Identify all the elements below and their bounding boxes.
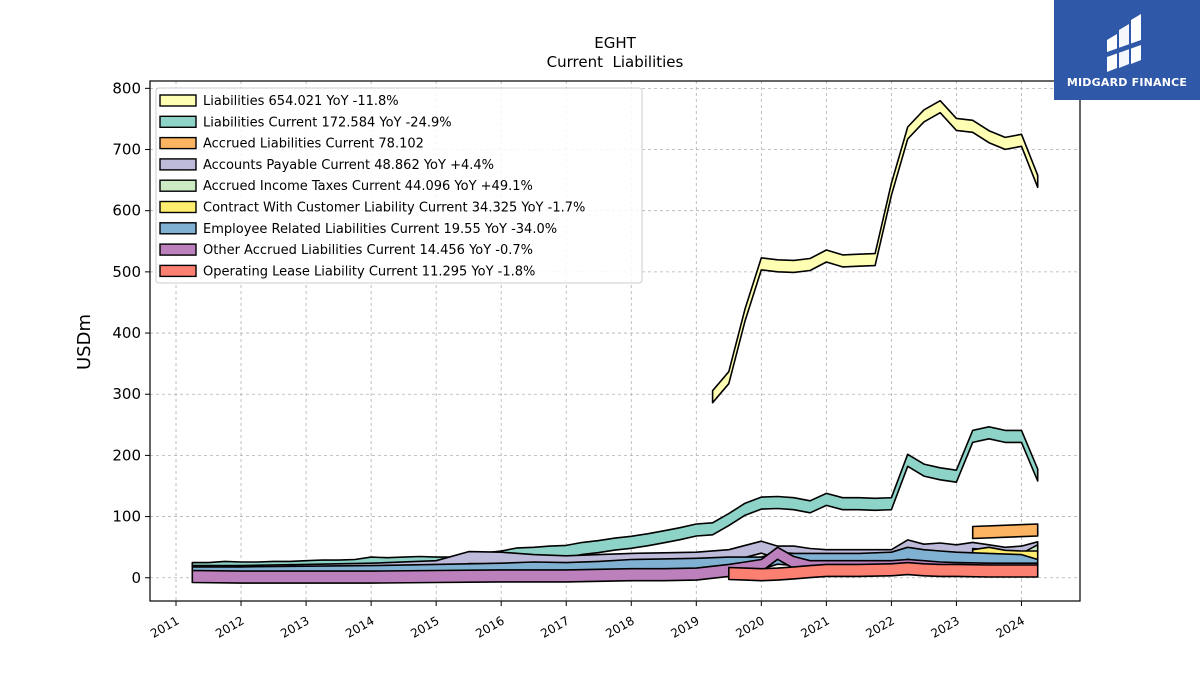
y-tick-label: 600 — [112, 202, 141, 220]
x-tick-label: 2020 — [733, 613, 766, 640]
x-tick-label: 2021 — [798, 613, 831, 640]
legend-swatch — [159, 243, 197, 256]
y-tick-label: 0 — [131, 569, 141, 587]
x-tick-label: 2013 — [278, 613, 311, 640]
legend-swatch — [159, 264, 197, 278]
legend-box — [155, 87, 643, 284]
chart-subtitle: Current Liabilities — [547, 53, 684, 71]
x-tick-label: 2017 — [538, 613, 571, 640]
brand-logo: MIDGARD FINANCE — [1054, 0, 1200, 100]
series-areas — [191, 99, 1039, 584]
legend-entry: Operating Lease Liability Current 11.295… — [203, 264, 535, 279]
y-axis-label: USDm — [74, 314, 95, 370]
legend-swatch — [159, 115, 197, 129]
y-tick-label: 500 — [112, 263, 141, 281]
y-tick-label: 800 — [112, 79, 141, 97]
plot-frame — [149, 80, 1081, 602]
x-tick-label: 2015 — [408, 613, 441, 640]
legend-swatch — [159, 94, 197, 107]
legend-entry: Accrued Liabilities Current 78.102 — [203, 137, 424, 152]
y-tick-label: 700 — [112, 141, 141, 159]
legend-entry: Contract With Customer Liability Current… — [203, 201, 585, 216]
legend-swatch — [159, 158, 197, 171]
x-tick-label: 2024 — [994, 613, 1027, 640]
y-tick-label: 200 — [112, 446, 141, 464]
x-tick-label: 2022 — [863, 613, 896, 640]
legend-entry: Accrued Income Taxes Current 44.096 YoY … — [203, 179, 533, 194]
x-tick-label: 2011 — [148, 613, 181, 640]
chart-title: EGHT — [594, 34, 636, 52]
legend-entry: Other Accrued Liabilities Current 14.456… — [203, 243, 533, 258]
x-tick-label: 2014 — [343, 613, 376, 640]
series-band-3 — [971, 523, 1039, 540]
series-band-9 — [728, 561, 1039, 582]
y-tick-label: 300 — [112, 385, 141, 403]
x-tick-label: 2019 — [668, 613, 701, 640]
brand-name: MIDGARD FINANCE — [1066, 75, 1188, 89]
legend-swatch — [159, 222, 197, 235]
legend: Liabilities 654.021 YoY -11.8% Liabilitie… — [155, 87, 643, 284]
legend-entry: Liabilities Current 172.584 YoY -24.9% — [203, 115, 452, 130]
legend-entry: Employee Related Liabilities Current 19.… — [203, 222, 557, 237]
y-tick-label: 100 — [112, 508, 141, 526]
legend-swatch — [159, 136, 197, 150]
legend-swatch — [159, 179, 197, 192]
x-tick-label: 2016 — [473, 613, 506, 640]
legend-swatch — [159, 200, 197, 214]
legend-entry: Accounts Payable Current 48.862 YoY +4.4… — [203, 158, 494, 173]
series-band-1 — [711, 99, 1039, 404]
x-tick-label: 2012 — [213, 613, 246, 640]
x-tick-label: 2023 — [928, 613, 961, 640]
legend-entry: Liabilities 654.021 YoY -11.8% — [203, 94, 399, 109]
brand-mark-icon — [1107, 13, 1141, 72]
x-tick-label: 2018 — [603, 613, 636, 640]
y-tick-label: 400 — [112, 324, 141, 342]
